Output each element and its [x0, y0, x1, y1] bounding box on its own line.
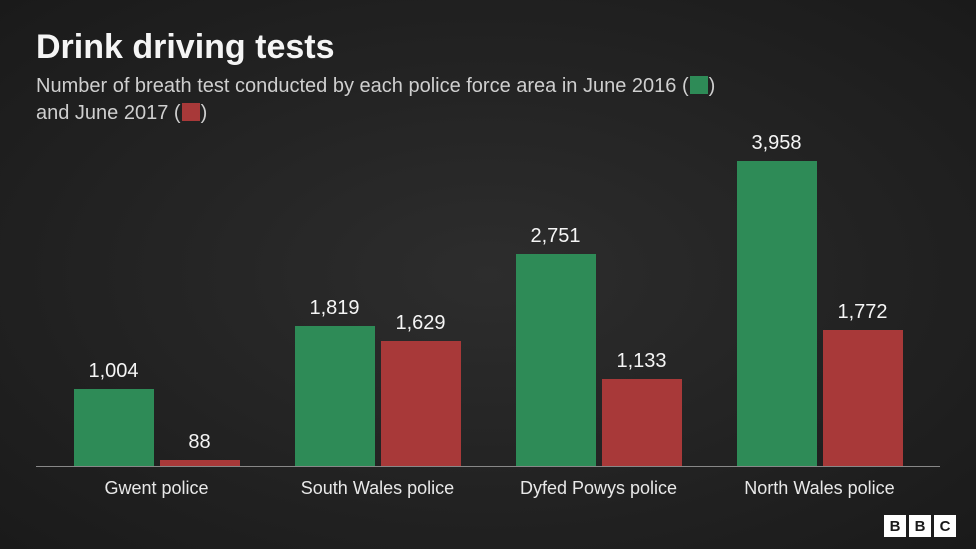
bar-value-label: 1,629 — [395, 312, 445, 335]
bar-value-label: 1,133 — [616, 350, 666, 373]
bar — [74, 389, 154, 467]
bar-value-label: 88 — [188, 431, 210, 454]
subtitle-text-3: ) — [201, 102, 208, 124]
bbc-logo: B B C — [884, 515, 956, 537]
subtitle-text-1: Number of breath test conducted by each … — [36, 75, 689, 97]
bar — [823, 330, 903, 467]
bar-group: 1,819 1,629 — [280, 297, 474, 467]
legend-swatch-2016 — [690, 76, 708, 94]
category-label: North Wales police — [722, 478, 916, 499]
bar-value-label: 3,958 — [751, 132, 801, 155]
chart-area: 1,004 88 1,819 1,629 2,751 1,133 3,958 1,772 Gw… — [36, 135, 940, 529]
legend-swatch-2017 — [182, 103, 200, 121]
bar — [381, 341, 461, 467]
category-label: South Wales police — [280, 478, 474, 499]
bar-group: 3,958 1,772 — [722, 132, 916, 467]
bar-group: 2,751 1,133 — [501, 225, 695, 467]
bar — [516, 254, 596, 467]
logo-letter: C — [934, 515, 956, 537]
bar-value-label: 1,772 — [837, 301, 887, 324]
logo-letter: B — [909, 515, 931, 537]
bar-wrap: 3,958 — [737, 132, 817, 467]
bar-value-label: 1,004 — [88, 360, 138, 383]
chart-subtitle: Number of breath test conducted by each … — [36, 73, 716, 127]
bar-wrap: 1,772 — [823, 301, 903, 467]
bar-wrap: 1,004 — [74, 360, 154, 467]
bar — [295, 326, 375, 467]
bar-wrap: 1,133 — [602, 350, 682, 467]
bar-wrap: 2,751 — [516, 225, 596, 467]
category-label: Dyfed Powys police — [501, 478, 695, 499]
bar — [737, 161, 817, 467]
bar-value-label: 2,751 — [530, 225, 580, 248]
chart-title: Drink driving tests — [36, 28, 940, 67]
bar-group: 1,004 88 — [59, 360, 253, 467]
plot-region: 1,004 88 1,819 1,629 2,751 1,133 3,958 1,772 — [36, 135, 940, 467]
bar-wrap: 88 — [160, 431, 240, 467]
logo-letter: B — [884, 515, 906, 537]
bar-wrap: 1,819 — [295, 297, 375, 467]
bar-value-label: 1,819 — [309, 297, 359, 320]
axis-baseline — [36, 466, 940, 467]
bar-wrap: 1,629 — [381, 312, 461, 467]
category-label: Gwent police — [59, 478, 253, 499]
bar — [602, 379, 682, 467]
